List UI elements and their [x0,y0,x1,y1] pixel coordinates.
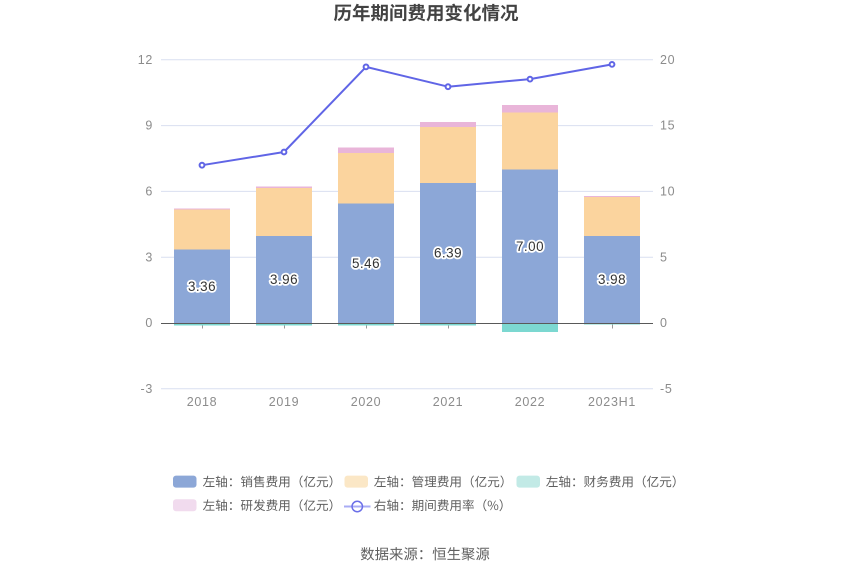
svg-text:5: 5 [660,250,668,264]
svg-text:5.46: 5.46 [352,256,380,271]
svg-text:2022: 2022 [515,395,546,409]
svg-text:2018: 2018 [187,395,218,409]
svg-text:12: 12 [138,53,153,67]
svg-text:6.39: 6.39 [434,246,462,261]
svg-text:6: 6 [145,185,153,199]
svg-text:-3: -3 [140,382,153,396]
svg-text:9: 9 [145,119,153,133]
svg-text:0: 0 [145,316,153,330]
svg-text:2019: 2019 [269,395,300,409]
svg-text:20: 20 [660,53,675,67]
svg-text:-5: -5 [660,382,673,396]
svg-text:2021: 2021 [433,395,464,409]
svg-text:2020: 2020 [351,395,382,409]
svg-text:3.96: 3.96 [270,272,298,287]
svg-text:3.98: 3.98 [598,272,626,287]
svg-text:10: 10 [660,185,675,199]
svg-text:15: 15 [660,119,675,133]
svg-text:0: 0 [660,316,668,330]
svg-text:2023H1: 2023H1 [588,395,636,409]
svg-text:3.36: 3.36 [188,279,216,294]
svg-text:3: 3 [145,250,153,264]
svg-text:7.00: 7.00 [516,239,544,254]
